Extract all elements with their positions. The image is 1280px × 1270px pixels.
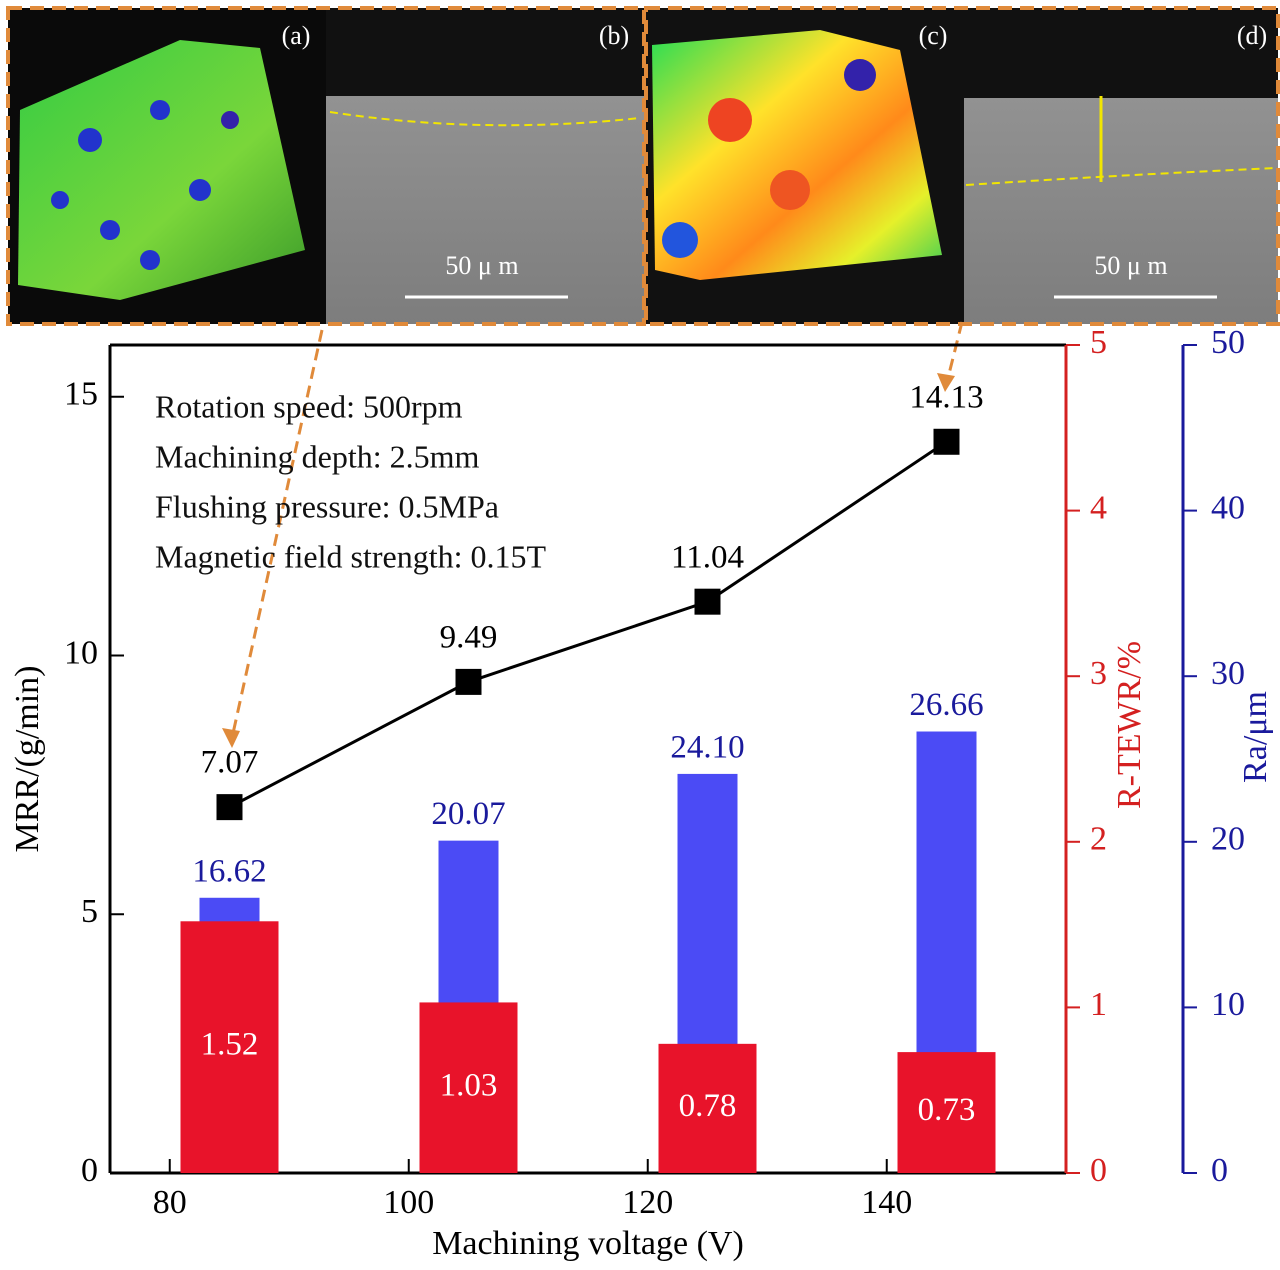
value-label: 26.66: [909, 687, 983, 723]
value-label: 9.49: [440, 619, 498, 655]
y3-axis-label: Ra/μm: [1237, 691, 1274, 783]
line: [228, 440, 948, 809]
bar: [180, 921, 279, 1173]
pointer: [945, 321, 964, 383]
x-tick-label: 140: [861, 1184, 912, 1221]
annotation: Magnetic field strength: 0.15T: [155, 538, 546, 574]
panel-label: (a): [282, 21, 311, 50]
x-tick-label: 100: [383, 1184, 434, 1221]
marker: [216, 794, 243, 821]
y2-tick-label: 1: [1090, 986, 1107, 1023]
value-label: 0.73: [918, 1092, 976, 1128]
surface-a: [18, 40, 305, 300]
annotation: Flushing pressure: 0.5MPa: [155, 488, 499, 524]
scale-label: 50 μ m: [445, 251, 518, 280]
bar: [658, 1043, 757, 1173]
bar: [419, 1002, 518, 1173]
annotation: Machining depth: 2.5mm: [155, 438, 480, 474]
y3-tick-label: 40: [1211, 489, 1245, 526]
annotation: Rotation speed: 500rpm: [155, 388, 463, 424]
value-label: 20.07: [431, 796, 505, 832]
y3-tick-label: 10: [1211, 986, 1245, 1023]
y3-tick-label: 50: [1211, 324, 1245, 361]
value-label: 7.07: [201, 745, 259, 781]
value-label: 1.52: [201, 1027, 259, 1063]
panel-b-dark: [326, 8, 644, 96]
y-tick-label: 15: [64, 376, 98, 413]
y3-tick-label: 0: [1211, 1152, 1228, 1189]
y2-tick-label: 0: [1090, 1152, 1107, 1189]
surface-c: [652, 30, 942, 280]
value-label: 11.04: [671, 539, 744, 575]
x-tick-label: 120: [622, 1184, 673, 1221]
image-panels: (a) (b) (c) (d) 50 μ m 50 μ m: [6, 6, 1280, 326]
pointer-head: [937, 373, 955, 392]
panel-d-dark: [964, 8, 1278, 98]
y2-tick-label: 5: [1090, 324, 1107, 361]
y2-tick-label: 2: [1090, 821, 1107, 858]
y2-axis-label: R-TEWR/%: [1111, 641, 1148, 809]
x-axis-label: Machining voltage (V): [432, 1225, 744, 1262]
y2-tick-label: 3: [1090, 655, 1107, 692]
y-tick-label: 5: [81, 893, 98, 930]
value-label: 16.62: [192, 853, 266, 889]
y-tick-label: 10: [64, 634, 98, 671]
y3-tick-label: 20: [1211, 821, 1245, 858]
scale-label: 50 μ m: [1094, 251, 1167, 280]
marker: [694, 588, 721, 615]
value-label: 14.13: [909, 379, 983, 415]
boundary-d: [965, 167, 1277, 186]
bar: [897, 1052, 996, 1173]
value-label: 0.78: [679, 1088, 737, 1124]
panel-label: (b): [599, 21, 629, 50]
panel-label: (c): [919, 21, 948, 50]
pointer-arrows: [222, 321, 964, 748]
pointer: [230, 329, 324, 739]
value-label: 1.03: [440, 1067, 498, 1103]
pointer-head: [222, 728, 240, 748]
y2-tick-label: 4: [1090, 489, 1107, 526]
marker: [455, 668, 482, 695]
y3-tick-label: 30: [1211, 655, 1245, 692]
y-tick-label: 0: [81, 1152, 98, 1189]
y-axis-label: MRR/(g/min): [9, 665, 46, 852]
boundary-b: [329, 111, 641, 127]
x-tick-label: 80: [153, 1184, 187, 1221]
value-label: 24.10: [670, 729, 744, 765]
panel-label: (d): [1237, 21, 1267, 50]
marker: [933, 428, 960, 455]
